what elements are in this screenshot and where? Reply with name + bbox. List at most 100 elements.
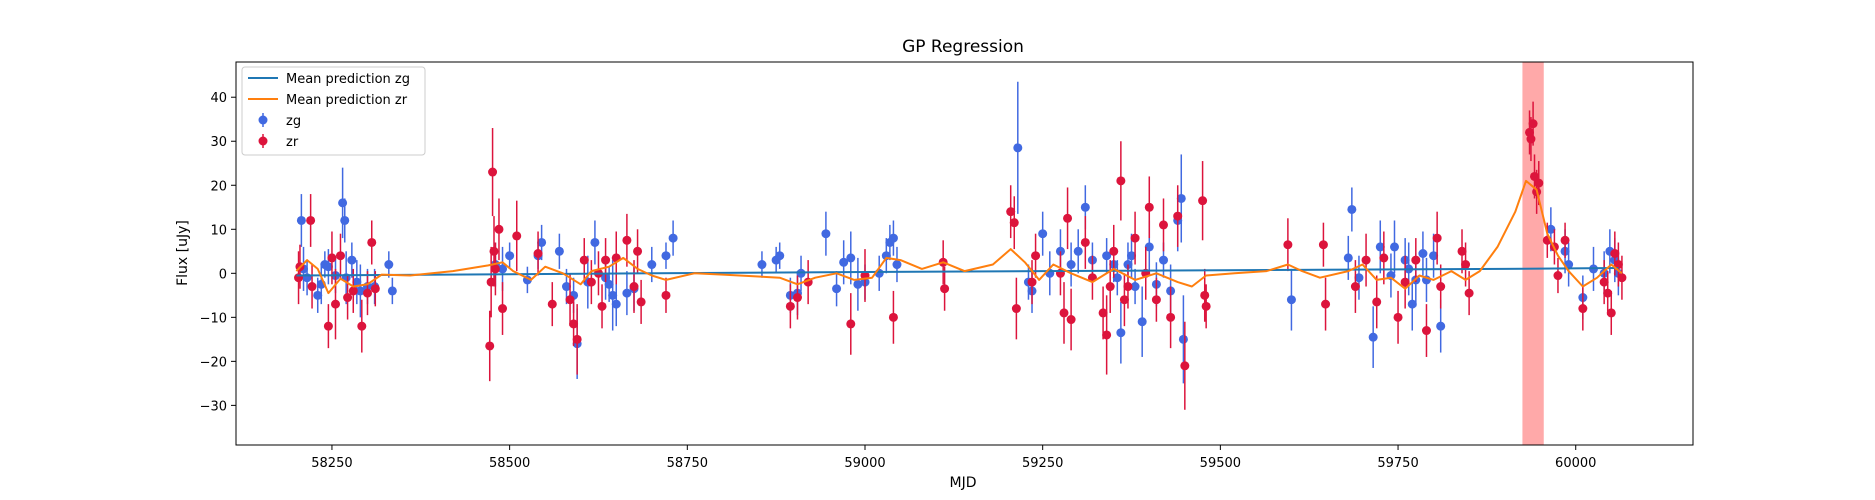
- data-point-zr: [579, 255, 589, 265]
- plot-area: [294, 62, 1627, 445]
- data-point-zr: [1553, 271, 1563, 281]
- data-point-zr: [622, 235, 632, 245]
- data-point-zr: [888, 312, 898, 322]
- data-point-zg: [1176, 193, 1186, 203]
- data-point-zr: [1528, 119, 1538, 129]
- x-tick-label: 60000: [1555, 456, 1596, 471]
- data-point-zr: [1534, 178, 1544, 188]
- data-point-zg: [608, 290, 618, 300]
- data-point-zg: [1066, 260, 1076, 270]
- x-tick-label: 58750: [667, 456, 708, 471]
- data-point-zr: [1530, 171, 1540, 181]
- data-point-zr: [362, 288, 372, 298]
- data-point-zr: [327, 253, 337, 263]
- data-point-zr: [1464, 288, 1474, 298]
- data-point-zg: [622, 288, 632, 298]
- legend-marker-swatch: [258, 115, 268, 125]
- data-point-zr: [846, 319, 856, 329]
- y-tick-label: 10: [210, 223, 227, 238]
- data-point-zr: [792, 293, 802, 303]
- data-point-zr: [1461, 260, 1471, 270]
- x-tick-label: 59500: [1200, 456, 1241, 471]
- data-point-zg: [296, 215, 306, 225]
- data-point-zr: [597, 301, 607, 311]
- data-point-zg: [1418, 249, 1428, 258]
- data-point-zg: [668, 233, 678, 243]
- data-point-zg: [1368, 332, 1378, 342]
- y-axis: −30 −20 −10 0 10 20 30 40: [200, 91, 236, 414]
- data-point-zr: [629, 282, 639, 292]
- data-point-zr: [940, 284, 950, 294]
- data-point-zr: [485, 341, 495, 351]
- x-tick-label: 59750: [1377, 456, 1418, 471]
- data-point-zg: [1546, 224, 1556, 234]
- x-tick-label: 58500: [489, 456, 530, 471]
- data-point-zr: [348, 286, 358, 296]
- data-point-zr: [357, 321, 367, 331]
- data-point-zg: [1407, 299, 1417, 309]
- data-point-zr: [1011, 304, 1021, 314]
- data-point-zr: [1283, 240, 1293, 250]
- x-axis-label: MJD: [950, 475, 977, 491]
- data-point-zr: [636, 297, 646, 307]
- data-point-zg: [1130, 282, 1140, 292]
- data-point-zr: [1526, 134, 1536, 144]
- data-point-zg: [1038, 229, 1048, 239]
- x-tick-label: 59250: [1022, 456, 1063, 471]
- data-point-zr: [1603, 288, 1613, 298]
- data-point-zg: [355, 286, 365, 296]
- data-point-zr: [489, 246, 499, 256]
- data-point-zr: [1066, 315, 1076, 325]
- series-zr: [294, 101, 1627, 410]
- highlight-span: [1522, 62, 1544, 445]
- data-point-zg: [647, 260, 657, 270]
- line-mean-prediction-zg: [296, 267, 1619, 277]
- data-point-zr: [1361, 255, 1371, 265]
- data-point-zr: [367, 237, 377, 247]
- data-point-zr: [1031, 251, 1041, 261]
- data-point-zg: [888, 233, 898, 243]
- data-point-zg: [604, 279, 614, 289]
- data-point-zr: [1123, 282, 1133, 292]
- data-point-zr: [601, 255, 611, 265]
- data-point-zg: [832, 284, 842, 294]
- data-point-zr: [533, 249, 543, 258]
- data-point-zr: [1411, 255, 1421, 265]
- data-point-zg: [892, 260, 902, 270]
- data-point-zr: [1116, 176, 1126, 186]
- data-point-zg: [1013, 143, 1023, 153]
- data-point-zr: [1173, 211, 1183, 221]
- data-point-zr: [1599, 277, 1609, 287]
- data-point-zr: [1606, 308, 1616, 318]
- data-point-zr: [1098, 308, 1108, 318]
- data-point-zg: [611, 299, 621, 309]
- data-point-zr: [488, 167, 498, 177]
- data-point-zr: [306, 215, 316, 225]
- data-point-zg: [846, 253, 856, 263]
- data-point-zr: [343, 293, 353, 303]
- data-point-zg: [387, 286, 397, 296]
- data-point-zg: [313, 290, 323, 300]
- data-point-zg: [1073, 246, 1083, 256]
- data-point-zr: [494, 224, 504, 234]
- data-point-zr: [565, 295, 575, 305]
- chart-title: GP Regression: [902, 37, 1024, 57]
- data-point-zr: [1080, 237, 1090, 247]
- data-point-zr: [1059, 308, 1069, 318]
- data-point-zr: [1421, 326, 1431, 336]
- data-point-zg: [1116, 328, 1126, 338]
- data-point-zr: [1560, 235, 1570, 245]
- data-point-zr: [1063, 213, 1073, 223]
- data-point-zr: [569, 319, 579, 329]
- y-tick-label: −10: [200, 311, 227, 326]
- legend-label: Mean prediction zr: [286, 93, 408, 108]
- legend-box: [241, 66, 426, 156]
- data-point-zr: [547, 299, 557, 309]
- y-tick-label: 20: [210, 179, 227, 194]
- data-point-zr: [1610, 249, 1620, 258]
- data-point-zg: [1127, 251, 1137, 261]
- data-point-zg: [352, 277, 362, 287]
- data-point-zr: [1372, 297, 1382, 307]
- data-point-zr: [1198, 196, 1208, 206]
